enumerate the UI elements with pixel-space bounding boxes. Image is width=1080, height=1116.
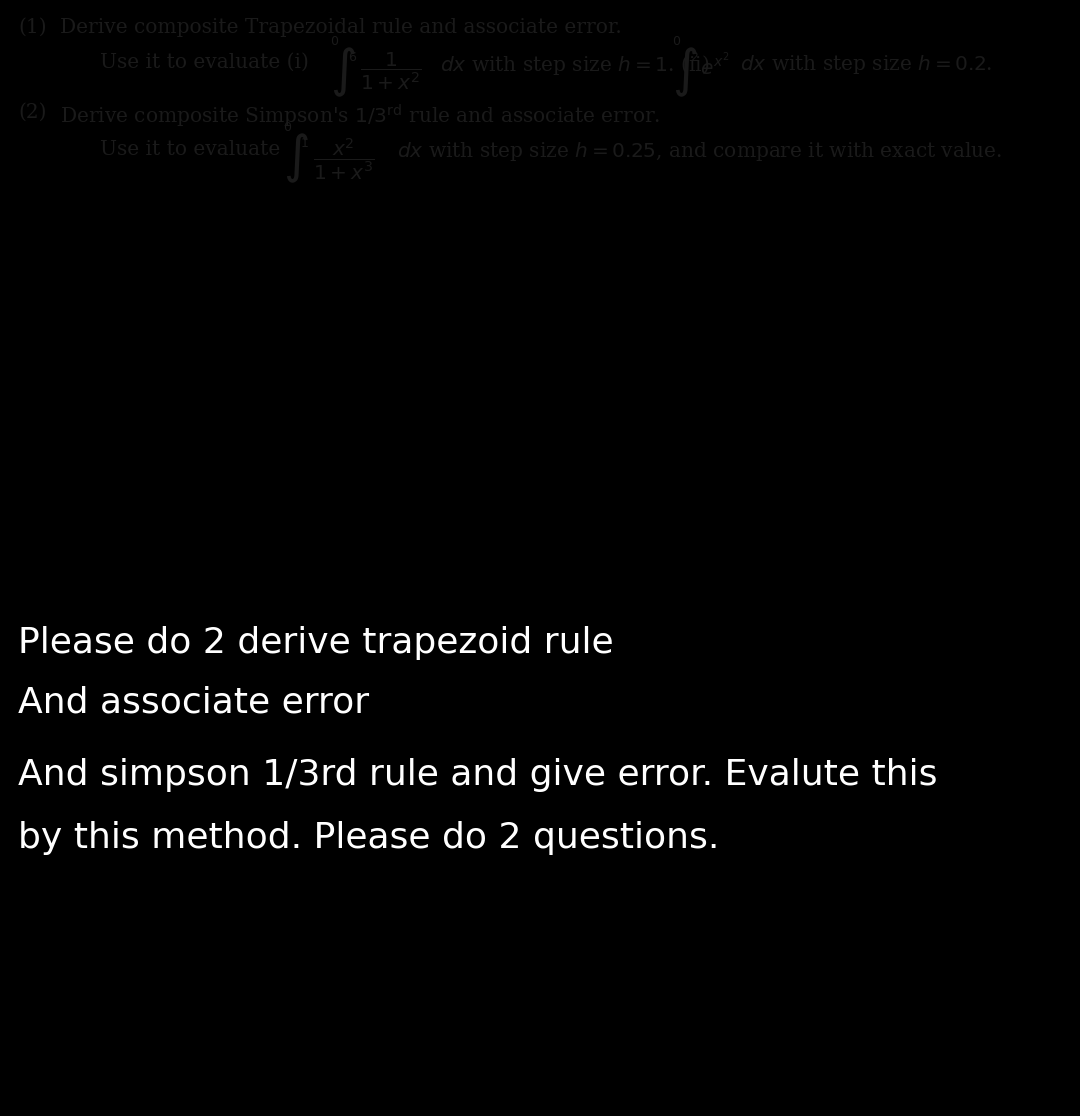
Text: $dx$ with step size $h = 1$. (ii): $dx$ with step size $h = 1$. (ii) (440, 52, 711, 77)
Text: $1$: $1$ (300, 137, 309, 150)
Text: $\int$: $\int$ (283, 132, 309, 185)
Text: $\dfrac{1}{1+x^2}$: $\dfrac{1}{1+x^2}$ (360, 50, 422, 92)
Text: $0$: $0$ (283, 121, 292, 134)
Text: $dx$ with step size $h = 0.25$, and compare it with exact value.: $dx$ with step size $h = 0.25$, and comp… (397, 140, 1002, 163)
Text: $\dfrac{x^2}{1+x^3}$: $\dfrac{x^2}{1+x^3}$ (313, 136, 375, 182)
Text: $\int$: $\int$ (672, 46, 698, 99)
Text: And associate error: And associate error (18, 686, 369, 720)
Text: (2): (2) (18, 103, 46, 122)
Text: Please do 2 derive trapezoid rule: Please do 2 derive trapezoid rule (18, 626, 613, 660)
Text: $0$: $0$ (330, 35, 339, 48)
Text: $2$: $2$ (690, 51, 699, 64)
Text: Derive composite Trapezoidal rule and associate error.: Derive composite Trapezoidal rule and as… (60, 18, 622, 37)
Text: Use it to evaluate (i): Use it to evaluate (i) (100, 52, 315, 71)
Text: $dx$ with step size $h = 0.2$.: $dx$ with step size $h = 0.2$. (740, 52, 993, 76)
Text: Derive composite Simpson's $1/3^{\mathrm{rd}}$ rule and associate error.: Derive composite Simpson's $1/3^{\mathrm… (60, 103, 660, 131)
Text: Use it to evaluate: Use it to evaluate (100, 140, 286, 158)
Text: $6$: $6$ (348, 51, 357, 64)
Text: (1): (1) (18, 18, 46, 37)
Text: by this method. Please do 2 questions.: by this method. Please do 2 questions. (18, 821, 719, 855)
Text: $0$: $0$ (672, 35, 681, 48)
Text: And simpson 1/3rd rule and give error. Evalute this: And simpson 1/3rd rule and give error. E… (18, 758, 937, 792)
Text: $e^{x^2}$: $e^{x^2}$ (700, 52, 729, 79)
Text: $\int$: $\int$ (330, 46, 355, 99)
